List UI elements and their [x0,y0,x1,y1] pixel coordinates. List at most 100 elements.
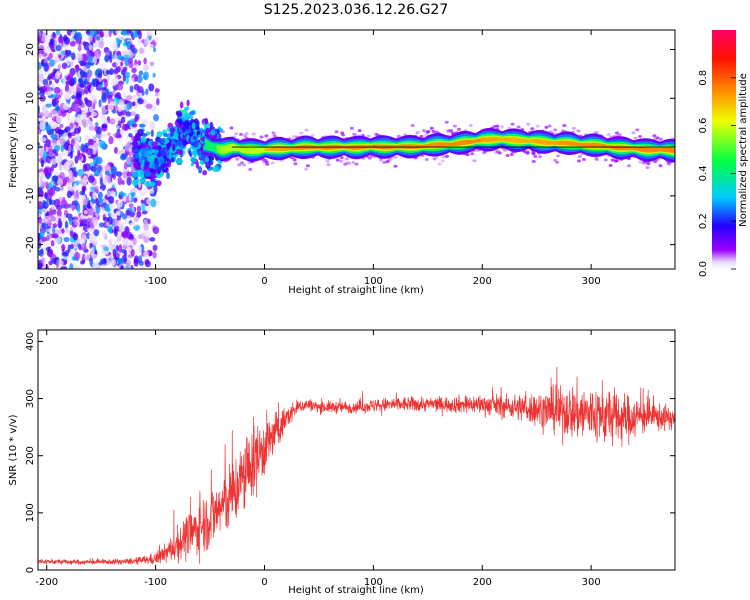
heatmap-cell [235,144,237,152]
heatmap-cell [45,124,52,131]
heatmap-cell [148,43,154,50]
heatmap-cell [87,207,95,216]
heatmap-cell [88,233,96,240]
heatmap-cell [99,177,103,186]
heatmap-cell [71,94,78,100]
heatmap-cell [38,73,44,82]
heatmap-cell [115,30,120,36]
heatmap-cell [106,175,112,185]
heatmap-cell [122,73,126,82]
heatmap-cell [108,254,115,259]
heatmap-cell [292,146,295,150]
heatmap-cell [109,101,117,106]
heatmap-cell [229,126,234,130]
heatmap-cell [265,147,268,152]
heatmap-cell [352,145,355,150]
heatmap-cell [110,166,118,176]
heatmap-cell [87,91,92,97]
heatmap-cell [120,192,127,197]
heatmap-cell [257,146,260,154]
heatmap-cell [133,216,139,223]
heatmap-cell [125,157,131,165]
heatmap-cell [349,126,354,130]
heatmap-cell [82,66,88,72]
heatmap-cell [65,160,72,165]
heatmap-cell [526,122,531,126]
heatmap-cell [131,47,138,54]
heatmap-cell [357,129,362,133]
heatmap-cell [236,144,238,152]
heatmap-cell [232,143,235,152]
heatmap-cell [109,56,113,63]
heatmap-cell [121,248,126,254]
heatmap-cell [44,109,49,118]
heatmap-cell [180,132,184,140]
heatmap-cell [49,109,57,115]
heatmap-cell [109,118,116,125]
heatmap-cell [196,130,201,135]
heatmap-cell [147,30,153,37]
heatmap-cell [419,134,424,138]
heatmap-cell [271,131,276,135]
heatmap-cell [150,163,156,169]
heatmap-cell [357,145,359,150]
heatmap-cell [147,171,151,176]
heatmap-cell [429,126,434,130]
heatmap-cell [143,218,148,228]
heatmap-cell [77,150,81,157]
heatmap-cell [104,164,112,172]
heatmap-cell [52,93,58,98]
heatmap-cell [114,240,120,245]
heatmap-cell [47,228,52,233]
heatmap-cell [98,99,102,108]
heatmap-cell [421,129,426,133]
heatmap-cell [102,217,110,222]
heatmap-cell [100,264,107,269]
heatmap-cell [77,126,81,134]
heatmap-cell [99,30,104,38]
heatmap-cell [272,134,277,138]
heatmap-cell [229,144,232,152]
heatmap-cell [91,30,98,37]
heatmap-cell [40,85,48,93]
heatmap-cell [267,147,270,151]
heatmap-cell [354,145,357,150]
heatmap-cell [237,163,242,167]
heatmap-cell [149,168,155,173]
heatmap-cell [67,186,75,192]
heatmap-cell [181,128,186,134]
heatmap-cell [112,249,117,257]
heatmap-cell [393,164,398,168]
heatmap-cell [138,47,145,55]
heatmap-cell [252,145,254,155]
heatmap-cell [367,144,370,149]
heatmap-cell [646,162,651,166]
heatmap-cell [47,91,52,96]
heatmap-cell [133,161,138,169]
heatmap-cell [101,123,108,129]
heatmap-cell [95,205,101,214]
heatmap-cell [48,52,54,59]
heatmap-cell [131,141,139,146]
heatmap-cell [38,200,43,210]
heatmap-cell [379,158,384,162]
heatmap-cell [207,140,210,151]
heatmap-cell [69,122,74,129]
heatmap-cell [280,146,283,151]
heatmap-cell [614,131,619,135]
heatmap-cell [235,157,240,161]
heatmap-cell [134,64,140,69]
heatmap-cell [279,146,282,151]
heatmap-cell [143,186,148,194]
heatmap-cell [136,244,142,254]
heatmap-cell [122,91,126,100]
heatmap-cell [88,125,95,132]
heatmap-cell [149,181,156,187]
heatmap-cell [187,121,194,126]
heatmap-cell [98,222,105,228]
heatmap-cell [141,203,146,212]
heatmap-cell [145,88,149,96]
heatmap-cell [117,199,123,208]
heatmap-cell [155,165,160,171]
